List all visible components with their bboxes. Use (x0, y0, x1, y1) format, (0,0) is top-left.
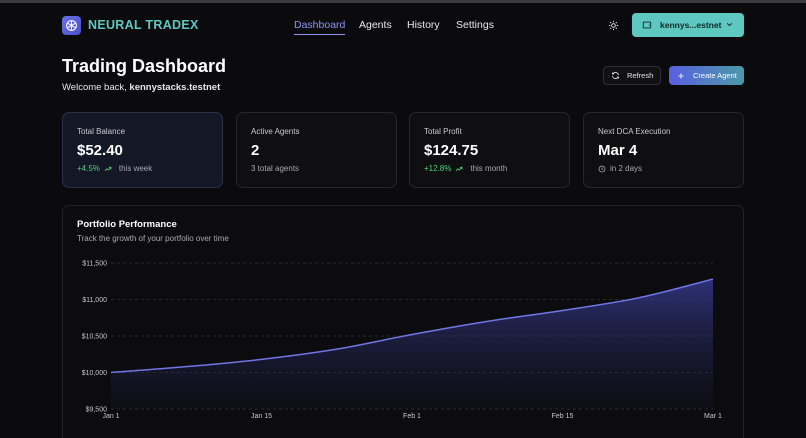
card-value: $124.75 (424, 142, 479, 159)
card-label: Active Agents (251, 127, 300, 136)
refresh-button[interactable]: Refresh (603, 66, 661, 85)
total-profit-card: Total Profit $124.75 +12.8% this month (409, 112, 570, 188)
theme-toggle-button[interactable] (605, 17, 621, 33)
portfolio-performance-card: Portfolio Performance Track the growth o… (62, 205, 744, 438)
sun-icon (608, 20, 618, 30)
x-tick-label: Jan 15 (251, 413, 272, 420)
page-title: Trading Dashboard (62, 56, 227, 76)
clock-icon (598, 165, 606, 172)
window-top-border (0, 0, 806, 3)
y-tick-label: $10,500 (82, 334, 107, 341)
change-percent: +4.5% (77, 164, 100, 173)
card-subtext: +12.8% this month (424, 164, 555, 173)
chevron-down-icon (726, 23, 733, 27)
nav-history[interactable]: History (407, 19, 440, 31)
wallet-icon (642, 21, 652, 29)
dca-countdown: in 2 days (610, 164, 643, 173)
card-label: Next DCA Execution (598, 127, 671, 136)
brand-name: NEURAL TRADEX (88, 18, 199, 32)
wallet-label: kennys...estnet (660, 20, 722, 30)
x-tick-label: Feb 15 (552, 413, 574, 420)
y-tick-label: $11,000 (82, 297, 107, 304)
refresh-label: Refresh (627, 71, 654, 80)
chart-subtitle: Track the growth of your portfolio over … (77, 234, 229, 243)
card-subtext: 3 total agents (251, 164, 300, 173)
trending-up-icon (104, 166, 112, 171)
y-tick-label: $9,500 (86, 407, 108, 414)
y-tick-label: $11,500 (82, 261, 107, 268)
x-tick-label: Jan 1 (102, 413, 119, 420)
area-fill (111, 279, 713, 409)
card-label: Total Balance (77, 127, 126, 136)
card-subtext: +4.5% this week (77, 164, 208, 173)
card-subtext: in 2 days (598, 164, 729, 173)
nav-dashboard[interactable]: Dashboard (294, 19, 346, 35)
change-percent: +12.8% (424, 164, 452, 173)
chart-title: Portfolio Performance (77, 219, 177, 230)
change-period: this month (470, 164, 508, 173)
next-dca-card: Next DCA Execution Mar 4 in 2 days (583, 112, 744, 188)
portfolio-chart: $9,500 $10,000 $10,500 $11,000 $11,500 Jan 1… (82, 261, 722, 421)
top-navbar: NEURAL TRADEX Dashboard Agents History S… (0, 3, 806, 47)
trending-up-icon (456, 166, 463, 171)
plus-icon (678, 72, 684, 79)
card-value: Mar 4 (598, 142, 638, 159)
active-agents-card: Active Agents 2 3 total agents (236, 112, 397, 188)
username: kennystacks.testnet (129, 82, 221, 93)
welcome-prefix: Welcome back, (62, 82, 130, 93)
card-value: 2 (251, 142, 260, 159)
wallet-button[interactable]: kennys...estnet (632, 13, 744, 37)
series-line (110, 278, 714, 374)
y-tick-label: $10,000 (82, 370, 107, 377)
x-tick-label: Mar 1 (704, 413, 722, 420)
welcome-message: Welcome back, kennystacks.testnet (62, 82, 220, 93)
card-label: Total Profit (424, 127, 462, 136)
create-agent-label: Create Agent (693, 71, 737, 80)
change-period: this week (118, 164, 153, 173)
total-balance-card: Total Balance $52.40 +4.5% this week (62, 112, 223, 188)
nav-settings[interactable]: Settings (456, 19, 494, 31)
create-agent-button[interactable]: Create Agent (669, 66, 744, 85)
card-value: $52.40 (77, 142, 123, 159)
logo-icon (62, 16, 81, 35)
x-tick-label: Feb 1 (403, 413, 421, 420)
refresh-icon (612, 72, 619, 79)
nav-agents[interactable]: Agents (359, 19, 392, 31)
